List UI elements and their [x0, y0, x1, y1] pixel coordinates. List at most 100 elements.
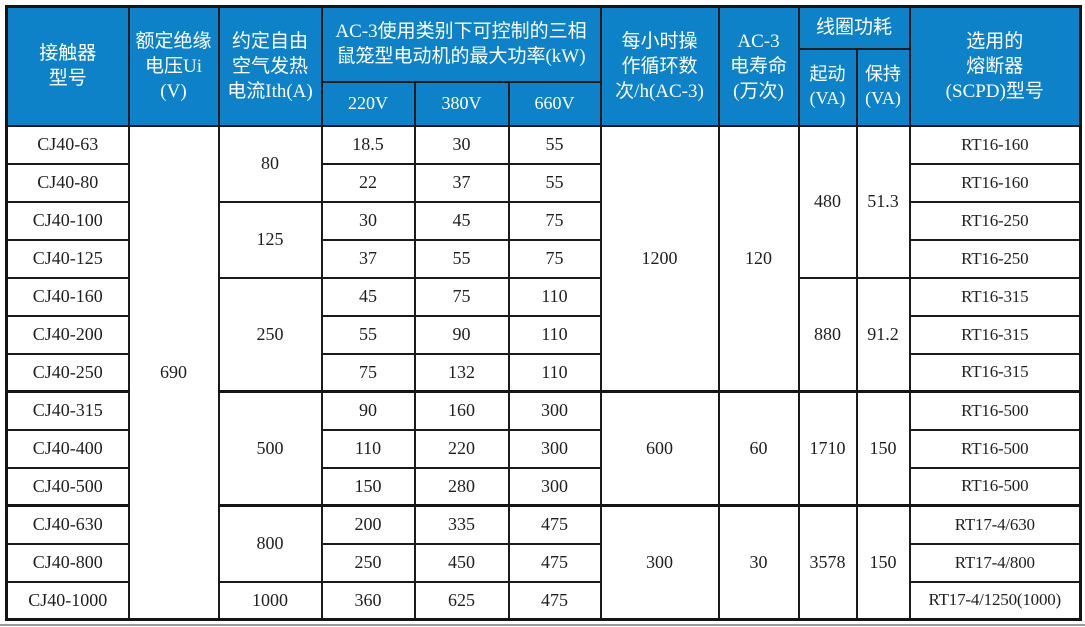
cycles-cell: 600: [599, 390, 720, 507]
ith-cell: 125: [217, 200, 323, 279]
model-cell: CJ40-500: [5, 466, 130, 507]
header-insulation-voltage: 额定绝缘 电压Ui (V): [127, 5, 220, 127]
coil-hold-cell: 150: [855, 390, 911, 507]
page-bottom-edge-line: [0, 624, 1085, 626]
model-cell: CJ40-200: [5, 314, 130, 355]
power-220-cell: 30: [320, 200, 416, 241]
model-cell: CJ40-630: [5, 504, 130, 545]
ith-cell: 500: [217, 390, 323, 507]
power-220-cell: 360: [320, 580, 416, 621]
insulation-cell: 690: [127, 124, 220, 621]
fuse-cell: RT16-500: [908, 390, 1082, 431]
power-660-cell: 110: [507, 314, 602, 355]
fuse-cell: RT16-160: [908, 124, 1082, 165]
power-220-cell: 22: [320, 162, 416, 203]
life-cell: 60: [717, 390, 800, 507]
power-660-cell: 75: [507, 200, 602, 241]
table-row: CJ40-200 55 90 110 RT16-315: [5, 314, 1082, 355]
header-ac3-power-title: AC-3使用类别下可控制的三相 鼠笼型电动机的最大功率(kW): [320, 5, 602, 83]
table-header: 接触器 型号 额定绝缘 电压Ui (V) 约定自由 空气发热 电流Ith(A) …: [5, 5, 1082, 127]
power-220-cell: 55: [320, 314, 416, 355]
coil-hold-cell: 51.3: [855, 124, 911, 279]
fuse-cell: RT16-250: [908, 200, 1082, 241]
fuse-cell: RT16-500: [908, 466, 1082, 507]
fuse-cell: RT16-315: [908, 314, 1082, 355]
header-coil-power-title: 线圈功耗: [797, 5, 911, 50]
coil-hold-cell: 91.2: [855, 276, 911, 393]
header-electrical-life: AC-3 电寿命 (万次): [717, 5, 800, 127]
table-row: CJ40-500 150 280 300 RT16-500: [5, 466, 1082, 507]
power-380-cell: 75: [413, 276, 510, 317]
power-380-cell: 30: [413, 124, 510, 165]
power-220-cell: 90: [320, 390, 416, 431]
power-380-cell: 625: [413, 580, 510, 621]
model-cell: CJ40-400: [5, 428, 130, 469]
table-row: CJ40-315 500 90 160 300 600 60 1710 150 …: [5, 390, 1082, 507]
power-380-cell: 45: [413, 200, 510, 241]
fuse-cell: RT16-315: [908, 352, 1082, 393]
header-model: 接触器 型号: [5, 5, 130, 127]
power-660-cell: 55: [507, 124, 602, 165]
power-380-cell: 280: [413, 466, 510, 507]
power-660-cell: 300: [507, 390, 602, 431]
model-cell: CJ40-315: [5, 390, 130, 431]
table-body: CJ40-63 690 80 18.5 30 55 1200 120 480 5…: [5, 124, 1082, 621]
fuse-cell: RT17-4/1250(1000): [908, 580, 1082, 621]
header-coil-hold: 保持 (VA): [855, 47, 911, 127]
life-cell: 120: [717, 124, 800, 393]
ith-cell: 80: [217, 124, 323, 203]
cycles-cell: 300: [599, 504, 720, 621]
power-660-cell: 55: [507, 162, 602, 203]
contactor-spec-table: 接触器 型号 额定绝缘 电压Ui (V) 约定自由 空气发热 电流Ith(A) …: [5, 5, 1083, 621]
fuse-cell: RT17-4/630: [908, 504, 1082, 545]
power-220-cell: 110: [320, 428, 416, 469]
power-220-cell: 200: [320, 504, 416, 545]
power-220-cell: 37: [320, 238, 416, 279]
model-cell: CJ40-250: [5, 352, 130, 393]
power-380-cell: 55: [413, 238, 510, 279]
ith-cell: 1000: [217, 580, 323, 621]
header-voltage-380: 380V: [413, 80, 510, 127]
table-row: CJ40-80 22 37 55 RT16-160: [5, 162, 1082, 203]
power-380-cell: 160: [413, 390, 510, 431]
power-660-cell: 110: [507, 352, 602, 393]
header-fuse-type: 选用的 熔断器 (SCPD)型号: [908, 5, 1082, 127]
header-operating-cycles: 每小时操 作循环数 次/h(AC-3): [599, 5, 720, 127]
power-380-cell: 335: [413, 504, 510, 545]
model-cell: CJ40-80: [5, 162, 130, 203]
table-row: CJ40-1000 1000 360 625 475 RT17-4/1250(1…: [5, 580, 1082, 621]
power-380-cell: 37: [413, 162, 510, 203]
header-voltage-220: 220V: [320, 80, 416, 127]
power-660-cell: 110: [507, 276, 602, 317]
fuse-cell: RT17-4/800: [908, 542, 1082, 583]
power-220-cell: 250: [320, 542, 416, 583]
table-row: CJ40-100 125 30 45 75 RT16-250: [5, 200, 1082, 279]
table-row: CJ40-400 110 220 300 RT16-500: [5, 428, 1082, 469]
header-voltage-660: 660V: [507, 80, 602, 127]
fuse-cell: RT16-315: [908, 276, 1082, 317]
power-380-cell: 132: [413, 352, 510, 393]
fuse-cell: RT16-160: [908, 162, 1082, 203]
power-220-cell: 150: [320, 466, 416, 507]
life-cell: 30: [717, 504, 800, 621]
power-220-cell: 75: [320, 352, 416, 393]
model-cell: CJ40-160: [5, 276, 130, 317]
table-row: CJ40-160 250 45 75 110 880 91.2 RT16-315: [5, 276, 1082, 393]
table-row: CJ40-125 37 55 75 RT16-250: [5, 238, 1082, 279]
fuse-cell: RT16-500: [908, 428, 1082, 469]
model-cell: CJ40-1000: [5, 580, 130, 621]
coil-start-cell: 880: [797, 276, 858, 393]
coil-start-cell: 3578: [797, 504, 858, 621]
coil-start-cell: 480: [797, 124, 858, 279]
table-row: CJ40-630 800 200 335 475 300 30 3578 150…: [5, 504, 1082, 621]
model-cell: CJ40-800: [5, 542, 130, 583]
power-380-cell: 450: [413, 542, 510, 583]
power-660-cell: 75: [507, 238, 602, 279]
header-thermal-current: 约定自由 空气发热 电流Ith(A): [217, 5, 323, 127]
power-660-cell: 475: [507, 580, 602, 621]
table-row: CJ40-63 690 80 18.5 30 55 1200 120 480 5…: [5, 124, 1082, 621]
power-380-cell: 90: [413, 314, 510, 355]
power-380-cell: 220: [413, 428, 510, 469]
power-660-cell: 475: [507, 504, 602, 545]
